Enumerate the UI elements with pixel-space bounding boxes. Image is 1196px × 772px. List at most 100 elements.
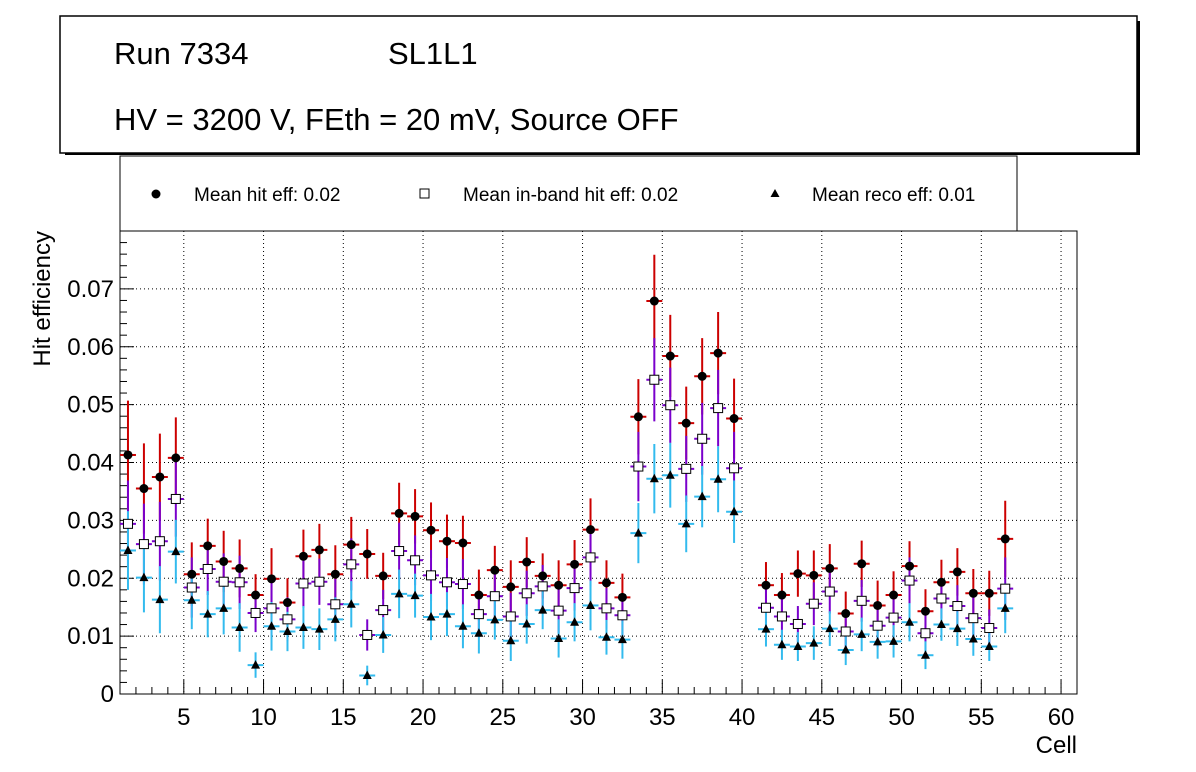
hit-point (346, 540, 356, 550)
x-tick-label: 5 (177, 704, 190, 731)
hit-point (889, 590, 899, 600)
x-tick-label: 10 (250, 704, 277, 731)
inband-point (505, 611, 516, 622)
reco-point (378, 629, 388, 639)
inband-point (681, 463, 692, 474)
x-axis-title: Cell (1036, 732, 1077, 759)
x-tick-label: 60 (1048, 704, 1075, 731)
y-axis-title: Hit efficiency (29, 231, 56, 367)
inband-point (968, 613, 979, 624)
inband-point (617, 610, 628, 621)
reco-point (538, 605, 548, 614)
inband-point (282, 614, 293, 625)
reco-point (905, 617, 915, 626)
inband-point (904, 575, 915, 586)
inband-point (984, 623, 995, 634)
inband-point (154, 536, 165, 547)
inband-point (601, 603, 612, 614)
inband-point (792, 618, 803, 629)
inband-point (362, 629, 373, 640)
inband-point (234, 577, 245, 588)
inband-point (936, 593, 947, 604)
hit-point (713, 348, 723, 358)
reco-point (394, 588, 404, 598)
inband-point (840, 626, 851, 637)
hit-point (474, 590, 484, 600)
data-points (120, 254, 1014, 686)
reco-point (362, 670, 372, 679)
reco-point (586, 600, 596, 609)
reco-point (809, 638, 819, 647)
inband-point (856, 595, 867, 606)
x-tick-label: 50 (888, 704, 915, 731)
inband-point (760, 602, 771, 613)
inband-point (346, 559, 357, 570)
y-tick-label: 0.03 (67, 507, 114, 534)
reco-point (282, 626, 292, 635)
hit-point (410, 511, 420, 521)
title-layer: SL1L1 (388, 36, 478, 71)
inband-point (394, 546, 405, 557)
inband-point (410, 555, 421, 566)
hit-point (139, 484, 149, 494)
hit-point (968, 588, 978, 598)
hit-point (681, 418, 691, 428)
reco-point (889, 636, 899, 645)
hit-point (984, 588, 994, 598)
hit-point (378, 571, 388, 581)
hit-point (633, 412, 643, 422)
x-tick-label: 55 (968, 704, 995, 731)
legend-inband-label: Mean in-band hit eff: 0.02 (463, 185, 678, 206)
inband-point (186, 582, 197, 593)
axes: 5 10 15 20 25 30 35 40 45 50 55 60 0 0.01 0.02 0.03 0.04… (67, 242, 1078, 731)
reco-point (920, 650, 930, 659)
x-tick-label: 40 (729, 704, 756, 731)
hit-point (697, 371, 707, 381)
hit-point (314, 545, 324, 555)
reco-point (346, 599, 356, 608)
hit-point (777, 590, 787, 600)
hit-point (458, 538, 468, 548)
hit-point (617, 592, 627, 602)
reco-point (187, 595, 197, 604)
reco-point (633, 528, 643, 537)
legend-hit-label: Mean hit eff: 0.02 (194, 185, 340, 206)
reco-point (442, 609, 452, 618)
inband-point (808, 598, 819, 609)
inband-point (585, 552, 596, 563)
hit-point (920, 606, 930, 616)
hit-point (394, 508, 404, 518)
hit-point (282, 598, 292, 608)
inband-point (537, 581, 548, 592)
hit-point (235, 563, 245, 573)
hit-point (362, 549, 372, 559)
inband-point (426, 570, 437, 581)
inband-point (250, 607, 261, 618)
reco-point (984, 641, 994, 651)
inband-point (202, 563, 213, 574)
inband-point (218, 576, 229, 587)
inband-point (888, 612, 899, 623)
inband-point (649, 374, 660, 385)
reco-point (761, 624, 771, 633)
hit-point (251, 590, 261, 600)
reco-point (1000, 603, 1010, 612)
inband-point (330, 599, 341, 610)
inband-point (697, 433, 708, 444)
title-conditions: HV = 3200 V, FEth = 20 mV, Source OFF (114, 102, 679, 137)
inband-point (521, 588, 532, 599)
reco-point (490, 614, 500, 624)
inband-point (952, 601, 963, 612)
legend-reco-marker (770, 189, 780, 197)
x-tick-label: 45 (808, 704, 835, 731)
hit-point (601, 578, 611, 588)
hit-point (873, 600, 883, 610)
inband-point (872, 620, 883, 631)
inband-point (569, 583, 580, 594)
hit-point (936, 577, 946, 587)
inband-point (489, 591, 500, 602)
legend-hit-marker (151, 189, 161, 199)
reco-point (601, 632, 611, 641)
hit-point (761, 580, 771, 590)
reco-point (330, 614, 340, 623)
